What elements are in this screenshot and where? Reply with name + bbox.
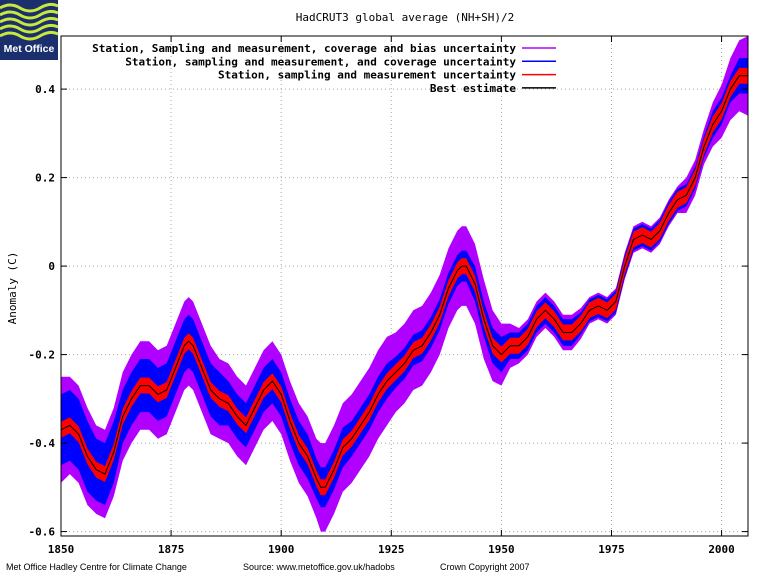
x-tick-label: 1850 [48,543,75,556]
legend: Station, Sampling and measurement, cover… [92,42,556,95]
coverage-uncertainty-band [61,58,748,508]
y-tick-label: 0.2 [35,172,55,185]
uncertainty-bands [60,36,748,532]
legend-label: Station, Sampling and measurement, cover… [92,42,516,55]
best-estimate-line [60,75,748,488]
x-tick-label: 1925 [378,543,405,556]
x-tick-label: 1950 [488,543,515,556]
grid [61,36,748,536]
x-tick-label: 2000 [708,543,735,556]
y-tick-label: 0 [48,260,55,273]
logo-text: Met Office [3,43,55,55]
legend-label: Best estimate [430,82,516,95]
y-tick-label: -0.6 [29,526,56,539]
x-tick-label: 1975 [598,543,625,556]
wave-icon [0,0,58,42]
axis-ticks: 1850 1875 1900 1925 1950 1975 2000 -0.6 -0.4 -0.2… [29,36,748,556]
bias-uncertainty-band [61,36,748,532]
plot-frame [60,35,749,537]
plot-border [60,35,749,537]
legend-label: Station, sampling and measurement, and c… [125,55,516,68]
legend-label: Station, sampling and measurement uncert… [218,69,516,82]
y-tick-label: 0.4 [35,83,55,96]
x-tick-label: 1875 [158,543,185,556]
footer-source: Source: www.metoffice.gov.uk/hadobs [243,562,395,572]
y-tick-label: -0.2 [29,349,56,362]
footer-copyright: Crown Copyright 2007 [440,562,530,572]
y-tick-label: -0.4 [29,437,56,450]
footer-credit: Met Office Hadley Centre for Climate Cha… [6,562,187,572]
y-axis-label: Anomaly (C) [6,252,19,325]
met-office-logo: Met Office [0,0,58,60]
chart-title: HadCRUT3 global average (NH+SH)/2 [296,11,515,24]
x-tick-label: 1900 [268,543,295,556]
